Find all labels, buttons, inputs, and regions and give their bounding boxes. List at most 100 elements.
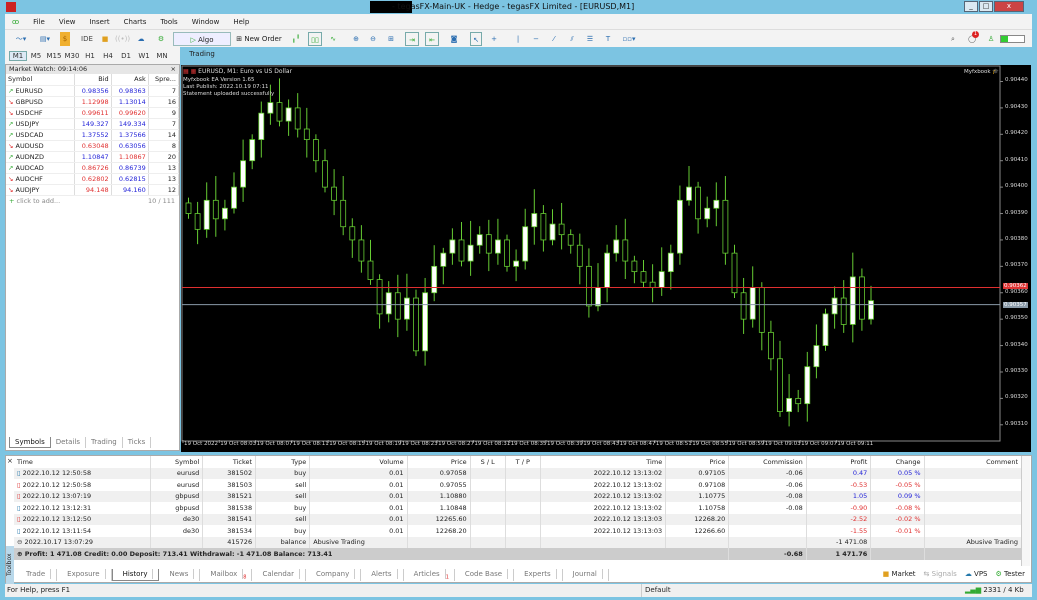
timeframe-m5[interactable]: M5 bbox=[30, 51, 42, 60]
timeframe-h4[interactable]: H4 bbox=[103, 51, 113, 60]
close-toolbox-icon[interactable]: × bbox=[7, 457, 13, 465]
timeframe-h1[interactable]: H1 bbox=[85, 51, 95, 60]
menu-view[interactable]: View bbox=[58, 17, 76, 26]
minimize-button[interactable]: _ bbox=[964, 1, 978, 12]
vps-cloud-icon[interactable]: ☁ bbox=[137, 35, 145, 43]
menu-window[interactable]: Window bbox=[191, 17, 220, 26]
market-dollar-icon[interactable]: $ bbox=[60, 32, 70, 46]
tab-experts[interactable]: Experts bbox=[514, 569, 563, 582]
timeframe-m30[interactable]: M30 bbox=[64, 51, 80, 60]
new-chart-icon[interactable]: 〜▾ bbox=[15, 35, 27, 43]
col-ticket[interactable]: Ticket bbox=[202, 456, 257, 468]
tab-symbols[interactable]: Symbols bbox=[9, 437, 51, 448]
trendline-icon[interactable]: ⁄ bbox=[553, 35, 555, 43]
zoom-in-icon[interactable]: ⊕ bbox=[353, 35, 359, 43]
col-commission[interactable]: Commission bbox=[728, 456, 807, 468]
horizontal-line-icon[interactable]: − bbox=[533, 35, 539, 43]
col-t-p[interactable]: T / P bbox=[505, 456, 541, 468]
col-profit[interactable]: Profit bbox=[806, 456, 872, 468]
close-icon[interactable]: × bbox=[170, 65, 176, 73]
channel-icon[interactable]: ⫽ bbox=[570, 35, 574, 43]
tab-details[interactable]: Details bbox=[51, 437, 87, 448]
col-spread[interactable]: Spre... bbox=[148, 74, 180, 86]
zoom-out-icon[interactable]: ⊖ bbox=[370, 35, 376, 43]
ide-button[interactable]: IDE bbox=[81, 35, 93, 43]
col-time[interactable]: Time bbox=[14, 456, 152, 468]
col-price[interactable]: Price bbox=[665, 456, 730, 468]
tab-news[interactable]: News bbox=[159, 569, 201, 582]
market-watch-row[interactable]: ↘ GBPUSD 1.12998 1.13014 16 bbox=[6, 96, 180, 108]
history-row[interactable]: ▯ 2022.10.12 13:12:31 gbpusd 381538 buy 0.01… bbox=[14, 502, 1023, 514]
candlestick-icon[interactable]: ▯▯ bbox=[308, 32, 322, 46]
profiles-icon[interactable]: ▤▾ bbox=[39, 35, 51, 43]
cursor-icon[interactable]: ↖ bbox=[470, 32, 482, 46]
history-row[interactable]: ▯ 2022.10.12 12:50:58 eurusd 381502 buy 0.01… bbox=[14, 467, 1023, 479]
market-watch-row[interactable]: ↘ AUDUSD 0.63048 0.63056 8 bbox=[6, 140, 180, 152]
col-ask[interactable]: Ask bbox=[111, 74, 149, 86]
timeframe-m15[interactable]: M15 bbox=[46, 51, 62, 60]
bar-chart-icon[interactable]: ╻╹ bbox=[291, 35, 301, 43]
tab-alerts[interactable]: Alerts bbox=[361, 569, 404, 582]
market-watch-row[interactable]: ↗ AUDNZD 1.10847 1.10867 20 bbox=[6, 151, 180, 163]
search-icon[interactable]: ⌕ bbox=[951, 35, 955, 43]
algo-trading-button[interactable]: ▷ Algo Trading bbox=[173, 32, 231, 58]
vertical-scrollbar[interactable] bbox=[1021, 456, 1030, 566]
add-symbol-link[interactable]: click to add... bbox=[16, 196, 61, 205]
market-watch-row[interactable]: ↗ EURUSD 0.98356 0.98363 7 bbox=[6, 85, 180, 97]
timeframe-d1[interactable]: D1 bbox=[121, 51, 131, 60]
chart-shift-icon[interactable]: ⇤ bbox=[425, 32, 439, 46]
vertical-line-icon[interactable]: | bbox=[516, 35, 520, 43]
market-watch-row[interactable]: ↗ AUDCAD 0.86726 0.86739 13 bbox=[6, 162, 180, 174]
tab-trade[interactable]: Trade bbox=[16, 569, 58, 582]
tab-calendar[interactable]: Calendar bbox=[252, 569, 306, 582]
market-watch-row[interactable]: ↘ USDCHF 0.99611 0.99620 9 bbox=[6, 107, 180, 119]
autoscroll-icon[interactable]: ⇥ bbox=[405, 32, 419, 46]
col-time[interactable]: Time bbox=[540, 456, 667, 468]
tab-journal[interactable]: Journal bbox=[563, 569, 609, 582]
timeframe-mn[interactable]: MN bbox=[156, 51, 168, 60]
history-row[interactable]: ▯ 2022.10.12 13:11:54 de30 381534 buy 0.01 12… bbox=[14, 525, 1023, 537]
tab-ticks[interactable]: Ticks bbox=[123, 437, 152, 448]
market-watch-row[interactable]: ↗ USDCAD 1.37552 1.37566 14 bbox=[6, 129, 180, 141]
timeframe-m1[interactable]: M1 bbox=[9, 50, 27, 61]
shapes-icon[interactable]: ▫▫▾ bbox=[622, 35, 636, 43]
fibonacci-icon[interactable]: ☰ bbox=[586, 35, 594, 43]
col-symbol[interactable]: Symbol bbox=[6, 74, 75, 86]
market-bag-icon[interactable]: ■ bbox=[101, 35, 109, 43]
col-comment[interactable]: Comment bbox=[924, 456, 1023, 468]
tile-windows-icon[interactable]: ⊞ bbox=[388, 35, 394, 43]
tab-exposure[interactable]: Exposure bbox=[57, 569, 112, 582]
signals-icon[interactable]: ((•)) bbox=[115, 35, 131, 43]
col-symbol[interactable]: Symbol bbox=[150, 456, 204, 468]
col-bid[interactable]: Bid bbox=[74, 74, 112, 86]
market-watch-row[interactable]: ↘ AUDCHF 0.62802 0.62815 13 bbox=[6, 173, 180, 185]
col-s-l[interactable]: S / L bbox=[470, 456, 506, 468]
tab-mailbox[interactable]: Mailbox 8 bbox=[200, 569, 253, 582]
menu-help[interactable]: Help bbox=[233, 17, 250, 26]
new-order-button[interactable]: ⊞ New Order bbox=[234, 32, 284, 46]
menu-file[interactable]: File bbox=[33, 17, 45, 26]
col-change[interactable]: Change bbox=[870, 456, 925, 468]
line-chart-icon[interactable]: ∿ bbox=[330, 35, 336, 43]
tester-shortcut[interactable]: ⚙ Tester bbox=[996, 570, 1026, 578]
expand-icon[interactable]: ⊕ bbox=[17, 549, 25, 558]
vps-shortcut[interactable]: ☁ VPS bbox=[965, 570, 988, 578]
text-icon[interactable]: T bbox=[605, 35, 611, 43]
history-row[interactable]: ▯ 2022.10.12 12:50:58 eurusd 381503 sell 0.0… bbox=[14, 479, 1023, 491]
market-shortcut[interactable]: ■ Market bbox=[883, 570, 916, 578]
col-price[interactable]: Price bbox=[407, 456, 471, 468]
history-row[interactable]: ▯ 2022.10.12 13:07:19 gbpusd 381521 sell 0.0… bbox=[14, 490, 1023, 502]
maximize-button[interactable]: □ bbox=[979, 1, 993, 12]
timeframe-w1[interactable]: W1 bbox=[138, 51, 150, 60]
price-chart[interactable]: ▦ ▦ EURUSD, M1: Euro vs US Dollar Myfxbo… bbox=[181, 65, 1031, 452]
notifications-icon[interactable]: ◯ 1 bbox=[968, 31, 979, 43]
market-watch-row[interactable]: ↗ USDJPY 149.327 149.334 7 bbox=[6, 118, 180, 130]
tab-company[interactable]: Company bbox=[306, 569, 362, 582]
tester-icon[interactable]: ⚙ bbox=[157, 35, 165, 43]
menu-insert[interactable]: Insert bbox=[89, 17, 110, 26]
tab-history[interactable]: History bbox=[111, 569, 160, 582]
col-volume[interactable]: Volume bbox=[309, 456, 408, 468]
close-button[interactable]: x bbox=[994, 1, 1024, 12]
tab-code-base[interactable]: Code Base bbox=[455, 569, 515, 582]
tab-articles[interactable]: Articles 1 bbox=[404, 569, 455, 582]
